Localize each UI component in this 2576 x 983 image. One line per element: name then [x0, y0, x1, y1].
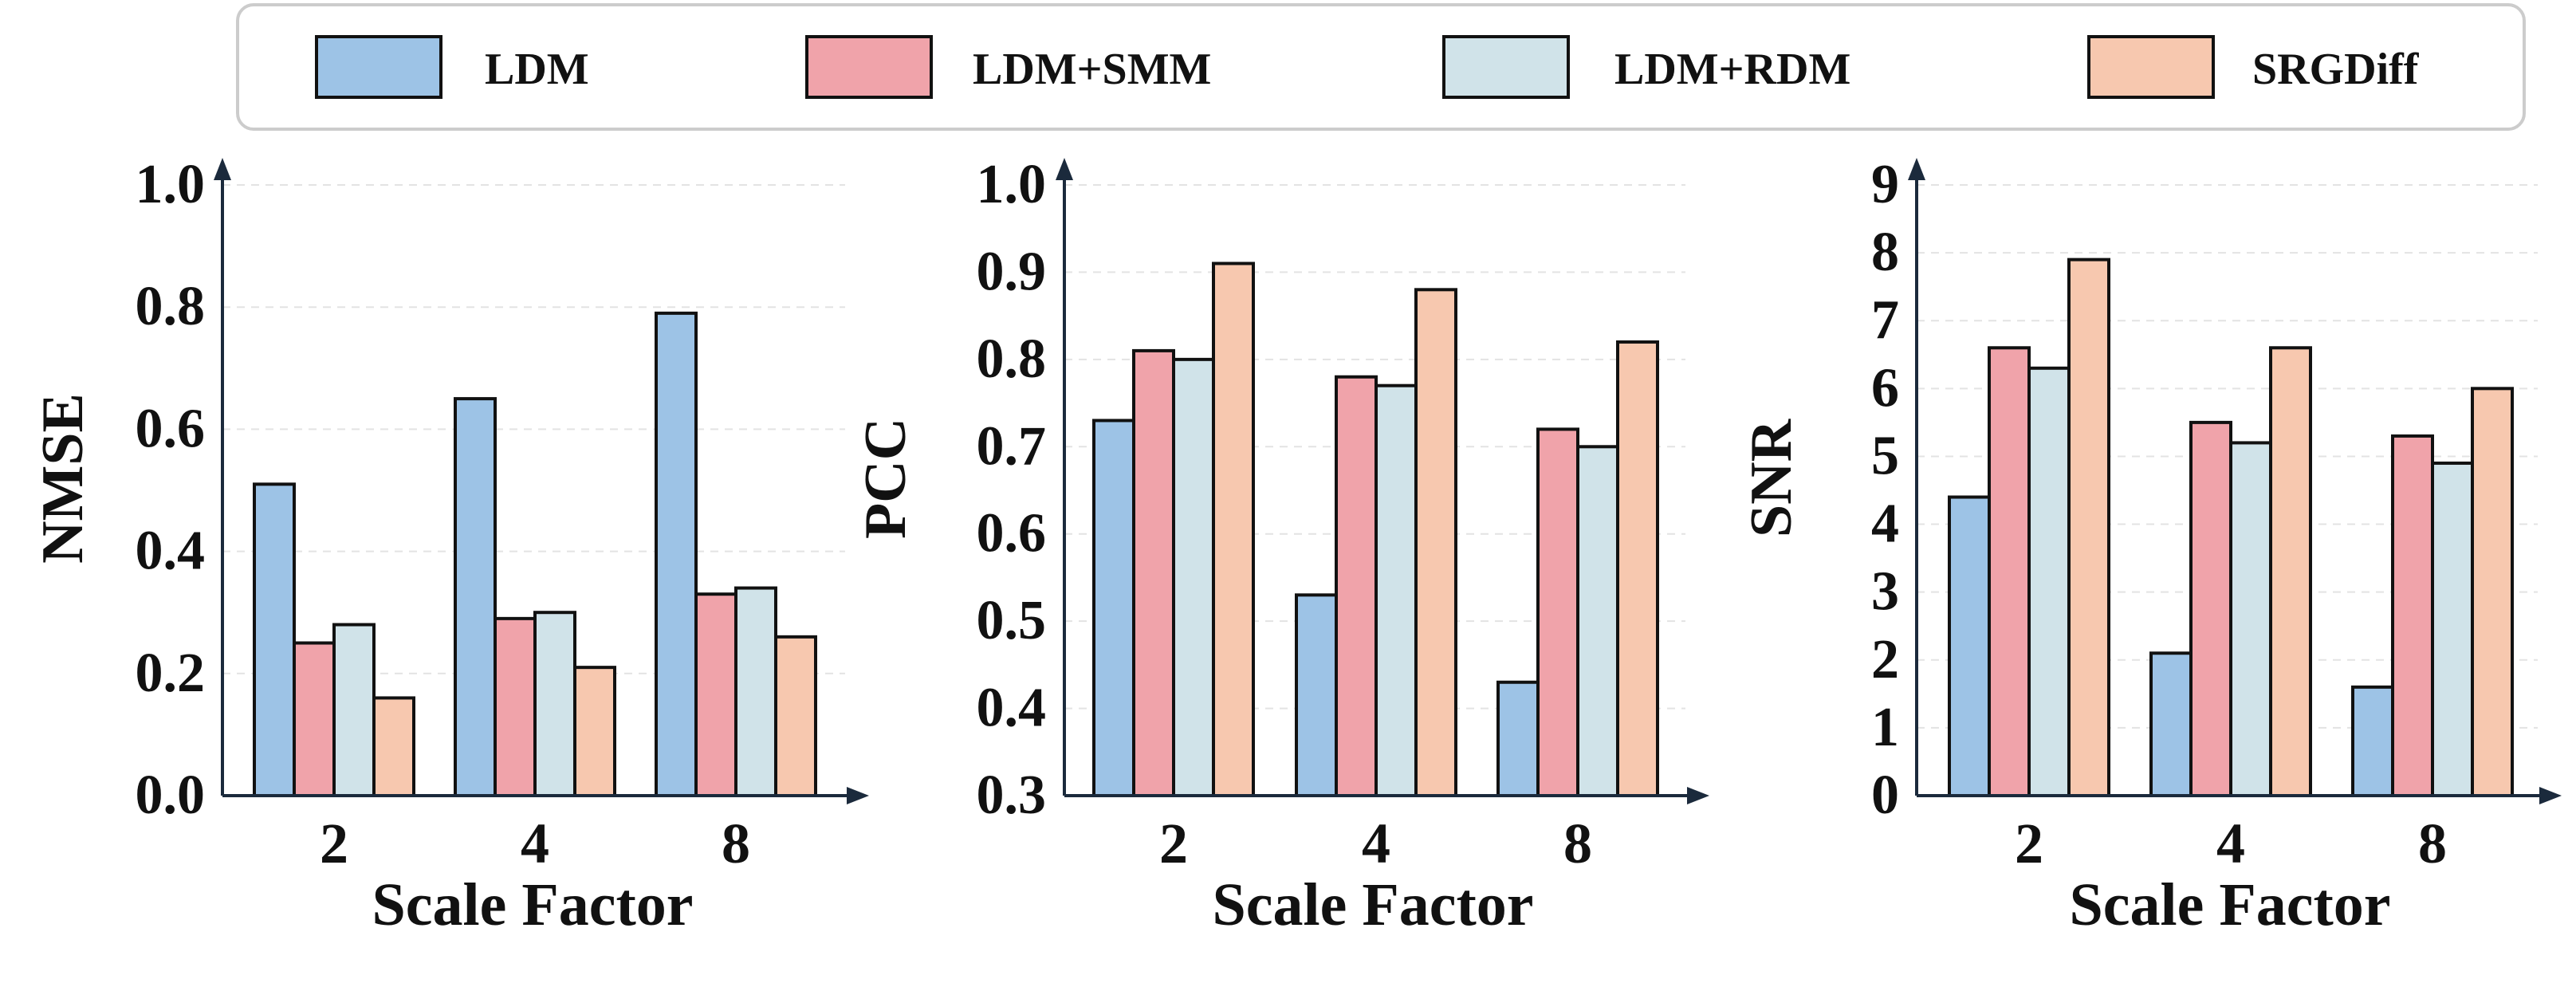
snr-bar-ldm-rdm-4: [2229, 441, 2272, 798]
pcc-y-tick-label: 0.8: [977, 328, 1047, 390]
pcc-x-tick-label: 2: [1159, 812, 1188, 875]
snr-x-axis-title: Scale Factor: [2069, 871, 2390, 938]
pcc-bar-ldm-rdm-4: [1375, 383, 1418, 797]
legend-label-ldm-smm: LDM+SMM: [973, 45, 1211, 94]
snr-bar-ldm-2: [1948, 495, 1991, 797]
legend: LDM LDM+SMM LDM+RDM SRGDiff: [236, 3, 2526, 131]
nmse-y-tick-label: 0.2: [136, 643, 206, 704]
nmse-y-axis-title: NMSE: [30, 393, 96, 564]
snr-x-tick-label: 2: [2015, 812, 2043, 875]
nmse-bar-ldm-rdm-4: [533, 611, 576, 798]
legend-swatch-ldm: [315, 35, 442, 99]
legend-label-ldm-rdm: LDM+RDM: [1614, 45, 1850, 94]
pcc-y-tick-label: 0.6: [977, 503, 1047, 564]
nmse-bar-ldm-smm-4: [494, 616, 537, 797]
snr-bar-ldm-8: [2351, 685, 2394, 797]
nmse-bar-ldm-rdm-8: [734, 586, 777, 797]
pcc-bar-ldm-smm-2: [1132, 348, 1175, 797]
pcc-bar-ldm-8: [1496, 680, 1540, 797]
nmse-y-tick-label: 0.8: [136, 276, 206, 337]
snr-bar-ldm-smm-8: [2391, 434, 2434, 798]
nmse-x-tick-label: 2: [320, 812, 348, 875]
pcc-bar-ldm-smm-8: [1536, 427, 1579, 798]
pcc-y-tick-label: 1.0: [977, 154, 1047, 215]
pcc-y-axis-arrow: [1056, 158, 1073, 180]
nmse-y-axis-arrow: [214, 158, 231, 180]
pcc-panel: PCC Scale Factor 0.3 0.4 0.5 0.6 0.7 0.8 0.9 1.…: [853, 154, 1709, 938]
legend-swatch-ldm-rdm: [1442, 35, 1570, 99]
pcc-y-tick-label: 0.9: [977, 241, 1047, 302]
nmse-y-tick-label: 0.6: [136, 398, 206, 459]
snr-y-axis-arrow: [1908, 158, 1925, 180]
snr-y-tick-label: 0: [1871, 765, 1899, 826]
pcc-bar-srgdiff-4: [1414, 288, 1457, 798]
pcc-bar-ldm-rdm-8: [1576, 445, 1619, 797]
snr-bar-srgdiff-8: [2471, 387, 2514, 797]
pcc-x-axis-title: Scale Factor: [1212, 871, 1533, 938]
snr-y-tick-label: 9: [1871, 154, 1899, 215]
nmse-bar-ldm-4: [454, 397, 497, 797]
nmse-bar-srgdiff-4: [573, 666, 616, 798]
legend-label-srgdiff: SRGDiff: [2252, 45, 2420, 94]
snr-y-tick-label: 4: [1871, 493, 1899, 555]
nmse-panel: NMSE Scale Factor 0.0 0.2 0.4 0.6 0.8 1.0 2 4 8: [30, 154, 869, 938]
snr-y-tick-label: 2: [1871, 629, 1899, 690]
pcc-x-tick-label: 4: [1362, 812, 1390, 875]
snr-y-axis-title: SNR: [1739, 418, 1804, 537]
snr-bar-ldm-smm-4: [2189, 420, 2232, 798]
snr-bar-ldm-smm-2: [1988, 346, 2031, 797]
pcc-y-tick-label: 0.5: [977, 590, 1047, 651]
pcc-x-tick-label: 8: [1563, 812, 1592, 875]
nmse-x-axis-title: Scale Factor: [372, 871, 693, 938]
nmse-bar-ldm-smm-8: [694, 592, 737, 797]
pcc-bar-ldm-2: [1092, 419, 1135, 797]
nmse-bar-ldm-8: [655, 311, 698, 797]
nmse-x-tick-label: 4: [521, 812, 549, 875]
nmse-bar-ldm-rdm-2: [332, 623, 376, 798]
nmse-x-axis-arrow: [847, 787, 869, 804]
pcc-y-axis-title: PCC: [853, 418, 918, 539]
legend-label-ldm: LDM: [485, 45, 589, 94]
snr-x-tick-label: 8: [2418, 812, 2447, 875]
pcc-y-tick-label: 0.4: [977, 678, 1047, 739]
snr-x-tick-label: 4: [2216, 812, 2245, 875]
pcc-bar-srgdiff-2: [1212, 261, 1255, 797]
snr-y-tick-label: 5: [1871, 425, 1899, 486]
snr-bar-ldm-rdm-2: [2027, 366, 2071, 797]
pcc-bar-ldm-rdm-2: [1172, 357, 1215, 798]
pcc-bar-ldm-smm-4: [1335, 375, 1378, 797]
snr-x-axis-arrow: [2539, 787, 2562, 804]
pcc-bar-srgdiff-8: [1616, 340, 1659, 797]
nmse-bar-ldm-smm-2: [293, 641, 336, 797]
legend-swatch-ldm-smm: [805, 35, 933, 99]
snr-bar-srgdiff-2: [2067, 258, 2110, 798]
snr-y-tick-label: 6: [1871, 357, 1899, 419]
nmse-x-tick-label: 8: [722, 812, 750, 875]
pcc-y-tick-label: 0.7: [977, 415, 1047, 477]
pcc-bar-ldm-4: [1295, 593, 1338, 797]
nmse-bar-ldm-2: [253, 482, 296, 798]
snr-y-tick-label: 1: [1871, 697, 1899, 758]
snr-y-tick-label: 8: [1871, 222, 1899, 283]
snr-bar-ldm-rdm-8: [2431, 461, 2474, 797]
pcc-x-axis-arrow: [1687, 787, 1709, 804]
nmse-y-tick-label: 1.0: [136, 154, 206, 215]
snr-bar-srgdiff-4: [2269, 346, 2312, 797]
pcc-y-tick-label: 0.3: [977, 765, 1047, 826]
nmse-bar-srgdiff-2: [372, 696, 415, 797]
snr-bar-ldm-4: [2149, 651, 2193, 797]
snr-y-tick-label: 7: [1871, 289, 1899, 351]
nmse-y-tick-label: 0.0: [136, 765, 206, 826]
snr-y-tick-label: 3: [1871, 561, 1899, 623]
legend-swatch-srgdiff: [2087, 35, 2215, 99]
nmse-y-tick-label: 0.4: [136, 521, 206, 582]
nmse-bar-srgdiff-8: [774, 635, 817, 798]
